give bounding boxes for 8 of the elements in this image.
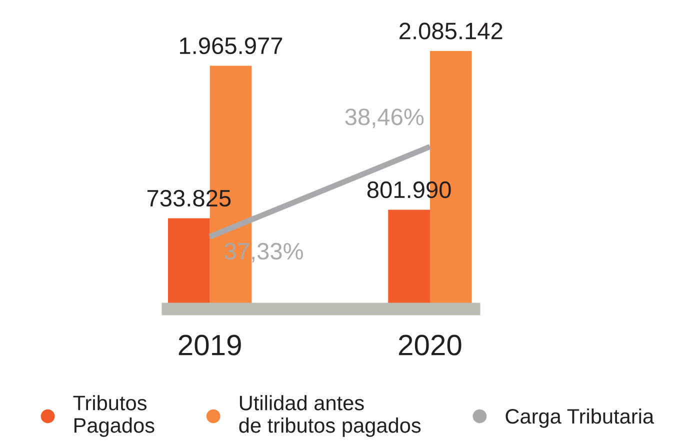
- x-tick-label: 2019: [178, 334, 241, 356]
- legend-label: Carga Tributaria: [506, 408, 654, 428]
- data-label: 38,46%: [345, 108, 424, 128]
- legend-label: Tributos Pagados: [73, 395, 154, 437]
- legend-label: Utilidad antes de tributos pagados: [239, 395, 421, 437]
- data-label: 1.965.977: [180, 37, 282, 54]
- data-label: 2.085.142: [400, 22, 502, 40]
- x-tick-label: 2020: [399, 334, 462, 356]
